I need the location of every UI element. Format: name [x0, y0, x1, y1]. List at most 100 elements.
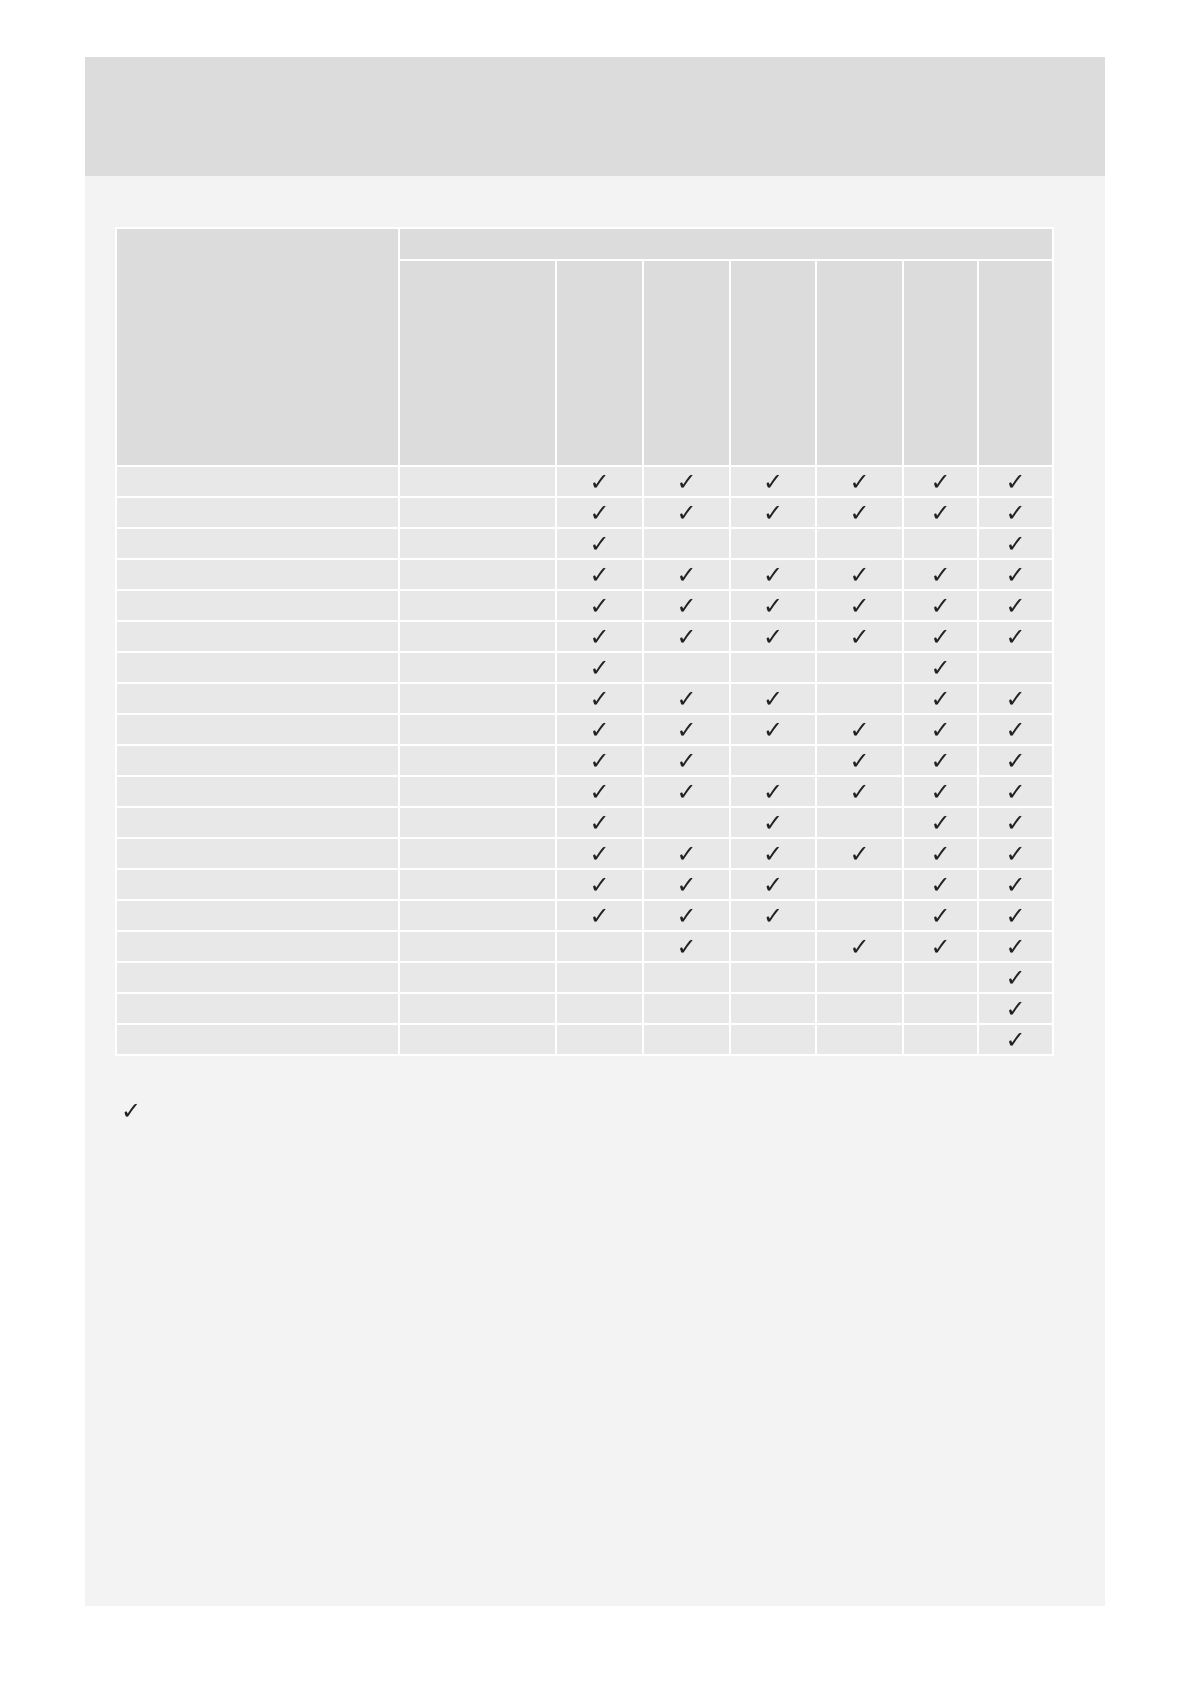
- check-cell: ✓: [555, 837, 644, 870]
- check-cell: ✓: [902, 837, 979, 870]
- table-cell: [115, 465, 400, 498]
- check-cell: [729, 744, 817, 777]
- check-cell: ✓: [555, 651, 644, 684]
- check-cell: ✓: [977, 713, 1054, 746]
- checkmark-icon: ✓: [589, 467, 610, 496]
- check-cell: ✓: [729, 899, 817, 932]
- table-cell: [115, 589, 400, 622]
- table-cell: [115, 930, 400, 963]
- table-cell: [398, 465, 557, 498]
- table-cell: [115, 496, 400, 529]
- checkmark-icon: ✓: [1005, 467, 1026, 496]
- check-cell: ✓: [977, 682, 1054, 715]
- check-cell: ✓: [642, 558, 731, 591]
- table-row: ✓ ✓ ✓ ✓ ✓ ✓: [115, 496, 1054, 529]
- check-cell: ✓: [902, 713, 979, 746]
- check-cell: ✓: [977, 496, 1054, 529]
- table-row: ✓ ✓ ✓ ✓: [115, 806, 1054, 839]
- checkmark-icon: ✓: [589, 808, 610, 837]
- checkmark-icon: ✓: [589, 529, 610, 558]
- table-cell: [115, 651, 400, 684]
- check-cell: [642, 806, 731, 839]
- check-cell: ✓: [555, 589, 644, 622]
- check-cell: ✓: [977, 589, 1054, 622]
- check-cell: ✓: [642, 682, 731, 715]
- table-cell: [398, 651, 557, 684]
- check-cell: [815, 806, 904, 839]
- check-cell: [815, 961, 904, 994]
- checkmark-icon: ✓: [762, 901, 784, 930]
- checkmark-icon: ✓: [1005, 591, 1026, 620]
- checkmark-icon: ✓: [676, 870, 697, 899]
- check-cell: [642, 651, 731, 684]
- check-cell: ✓: [815, 589, 904, 622]
- check-cell: ✓: [815, 558, 904, 591]
- checkmark-icon: ✓: [930, 777, 951, 806]
- table-row: ✓ ✓ ✓ ✓ ✓ ✓: [115, 837, 1054, 870]
- check-cell: ✓: [555, 744, 644, 777]
- checkmark-icon: ✓: [1005, 777, 1026, 806]
- table-cell: [115, 961, 400, 994]
- checkmark-icon: ✓: [930, 622, 951, 651]
- checkmark-icon: ✓: [676, 715, 697, 744]
- check-cell: ✓: [729, 775, 817, 808]
- table-cell: [398, 1023, 557, 1056]
- table-cell: [115, 1023, 400, 1056]
- check-cell: [815, 899, 904, 932]
- table-row: ✓ ✓: [115, 527, 1054, 560]
- check-cell: [729, 527, 817, 560]
- checkmark-icon: ✓: [676, 839, 697, 868]
- table-row: ✓ ✓ ✓ ✓ ✓ ✓: [115, 713, 1054, 746]
- checkmark-icon: ✓: [1005, 1025, 1026, 1054]
- checkmark-icon: ✓: [762, 560, 784, 589]
- column-header: [977, 259, 1054, 467]
- table-cell: [115, 806, 400, 839]
- check-cell: [902, 992, 979, 1025]
- checkmark-icon: ✓: [589, 746, 610, 775]
- checkmark-icon: ✓: [676, 777, 697, 806]
- table-cell: [398, 961, 557, 994]
- table-cell: [115, 868, 400, 901]
- check-cell: ✓: [902, 868, 979, 901]
- check-cell: ✓: [977, 1023, 1054, 1056]
- check-cell: ✓: [977, 961, 1054, 994]
- check-cell: ✓: [555, 713, 644, 746]
- check-cell: [729, 930, 817, 963]
- check-cell: ✓: [815, 744, 904, 777]
- check-cell: ✓: [555, 868, 644, 901]
- checkmark-icon: ✓: [1005, 622, 1026, 651]
- checkmark-icon: ✓: [762, 591, 784, 620]
- checkmark-icon: ✓: [849, 746, 870, 775]
- checkmark-icon: ✓: [762, 622, 784, 651]
- table-row: ✓ ✓ ✓ ✓ ✓: [115, 899, 1054, 932]
- check-cell: ✓: [902, 589, 979, 622]
- check-cell: ✓: [729, 558, 817, 591]
- check-cell: [815, 992, 904, 1025]
- checkmark-icon: ✓: [762, 715, 784, 744]
- checkmark-icon: ✓: [676, 622, 697, 651]
- check-cell: ✓: [977, 465, 1054, 498]
- checkmark-icon: ✓: [930, 591, 951, 620]
- table-cell: [398, 527, 557, 560]
- check-cell: ✓: [729, 713, 817, 746]
- checkmark-icon: ✓: [762, 808, 784, 837]
- check-cell: ✓: [642, 744, 731, 777]
- check-cell: ✓: [815, 465, 904, 498]
- table-cell: [398, 589, 557, 622]
- checkmark-icon: ✓: [676, 498, 697, 527]
- check-cell: ✓: [902, 496, 979, 529]
- check-cell: ✓: [977, 558, 1054, 591]
- check-cell: ✓: [902, 899, 979, 932]
- checkmark-icon: ✓: [849, 498, 870, 527]
- checkmark-icon: ✓: [930, 808, 951, 837]
- check-cell: ✓: [902, 930, 979, 963]
- check-cell: ✓: [642, 899, 731, 932]
- table-cell: [115, 527, 400, 560]
- check-cell: ✓: [815, 930, 904, 963]
- checkmark-icon: ✓: [930, 467, 951, 496]
- checkmark-icon: ✓: [589, 560, 610, 589]
- checkmark-icon: ✓: [676, 560, 697, 589]
- table-row: ✓ ✓ ✓ ✓ ✓ ✓: [115, 465, 1054, 498]
- check-cell: ✓: [902, 465, 979, 498]
- check-cell: ✓: [977, 744, 1054, 777]
